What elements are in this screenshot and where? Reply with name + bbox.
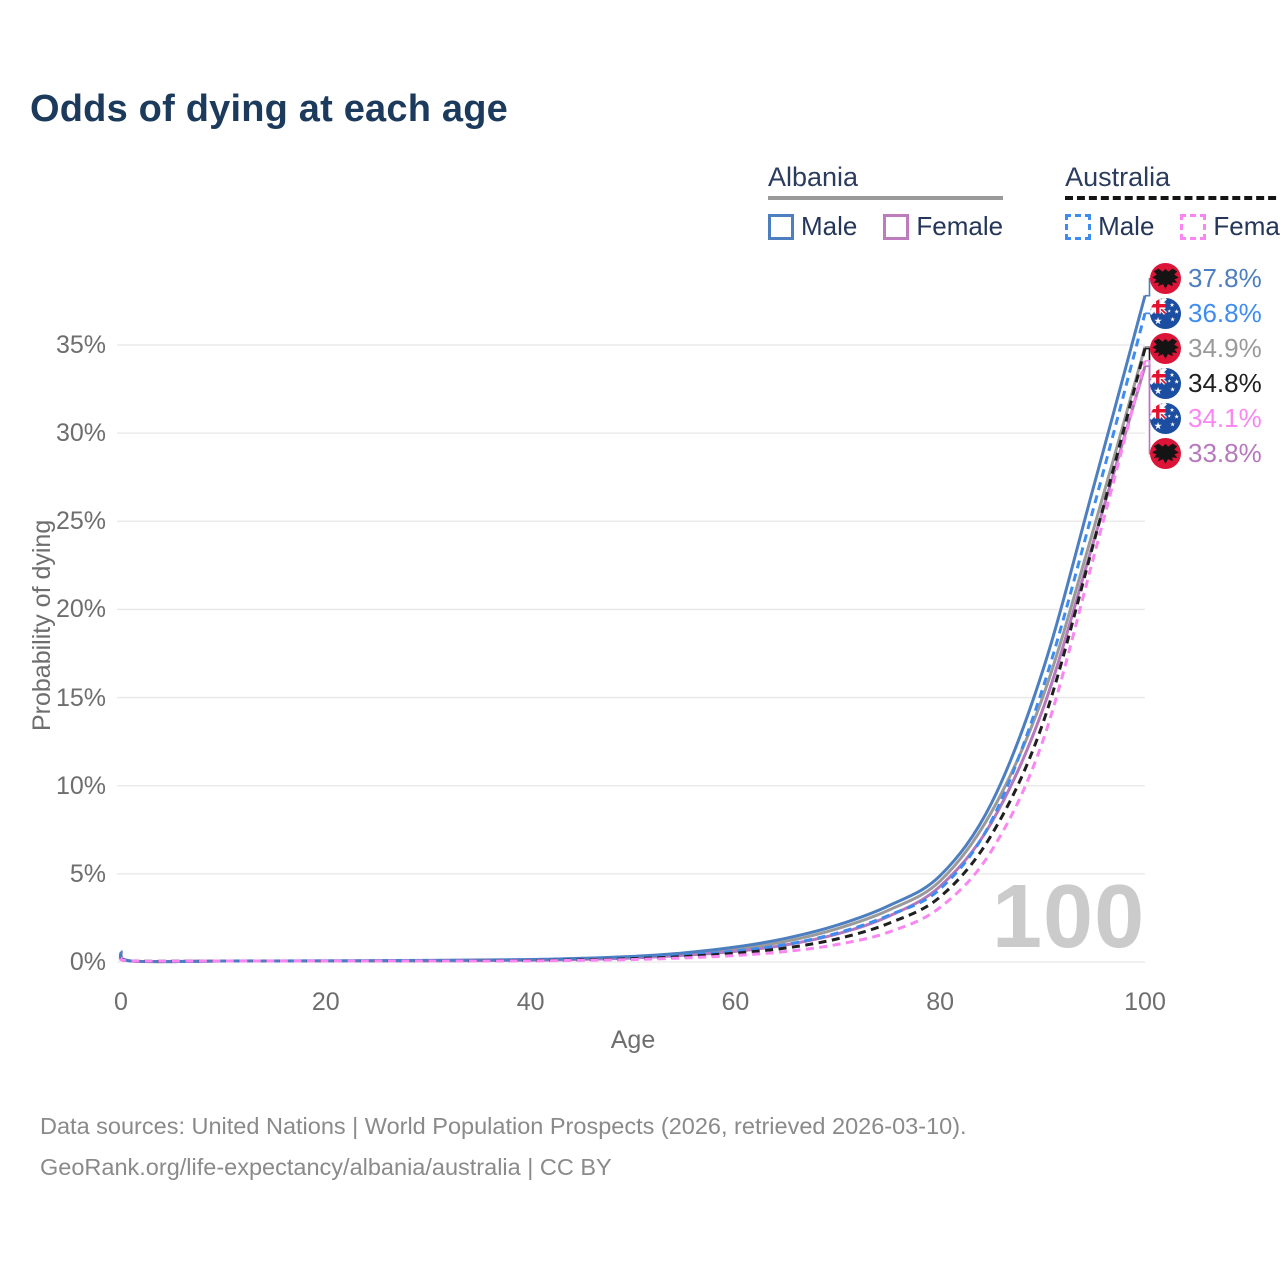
end-label-albania-male: 37.8% xyxy=(1150,263,1262,295)
series-line-albania-male xyxy=(118,295,1147,964)
albania-female-swatch xyxy=(883,213,910,240)
end-label-value: 36.8% xyxy=(1188,298,1262,329)
footer-attribution-link[interactable]: GeoRank.org/life-expectancy/albania/aust… xyxy=(40,1153,612,1180)
end-label-australia-female: 34.1% xyxy=(1150,403,1262,435)
australia-female-swatch xyxy=(1180,213,1207,240)
legend-country-australia: Australia xyxy=(1065,162,1171,192)
legend-item-albania-female[interactable]: Female xyxy=(883,211,1003,242)
legend-item-australia-male[interactable]: Male xyxy=(1065,211,1154,242)
end-label-albania-female: 33.8% xyxy=(1150,438,1262,470)
end-label-value: 34.9% xyxy=(1188,333,1262,364)
legend-country-albania: Albania xyxy=(768,162,859,192)
legend-label-albania-male: Male xyxy=(801,211,858,241)
end-label-value: 34.8% xyxy=(1188,368,1262,399)
legend-group-albania: Albania Male Female xyxy=(768,162,1004,242)
albania-flag-icon xyxy=(1150,438,1181,470)
gridlines xyxy=(117,344,1145,963)
footer: Data sources: United Nations | World Pop… xyxy=(40,1106,967,1188)
x-axis-title: Age xyxy=(610,1026,656,1054)
x-tick-label: 80 xyxy=(926,988,955,1016)
y-tick-label: 30% xyxy=(55,419,106,448)
x-tick-label: 0 xyxy=(114,988,128,1016)
legend-item-australia-female[interactable]: Female xyxy=(1180,211,1280,242)
x-tick-label: 60 xyxy=(721,988,750,1016)
y-tick-label: 35% xyxy=(55,330,106,359)
age-counter-watermark: 100 xyxy=(992,867,1146,967)
y-tick-label: 0% xyxy=(69,948,106,976)
y-tick-label: 10% xyxy=(55,771,106,800)
footer-data-sources: Data sources: United Nations | World Pop… xyxy=(40,1113,967,1139)
legend-item-albania-male[interactable]: Male xyxy=(768,211,857,242)
series-lines xyxy=(118,295,1147,964)
y-tick-label: 25% xyxy=(55,507,106,536)
end-label-australia-male: 36.8% xyxy=(1150,298,1262,330)
end-label-albania-both: 34.9% xyxy=(1150,333,1262,365)
end-label-value: 37.8% xyxy=(1188,263,1262,294)
australia-linestyle-swatch xyxy=(1065,196,1280,200)
legend: Albania Male Female Australia Male Femal… xyxy=(768,162,1280,242)
y-tick-label: 20% xyxy=(55,595,106,624)
albania-flag-icon xyxy=(1150,263,1181,295)
australia-male-swatch xyxy=(1065,213,1092,240)
x-tick-label: 100 xyxy=(1124,988,1166,1016)
series-line-australia-male xyxy=(118,312,1147,963)
x-tick-label: 40 xyxy=(516,988,545,1016)
australia-flag-icon xyxy=(1150,403,1181,435)
y-axis-title: Probability of dying xyxy=(28,519,56,731)
y-tick-label: 5% xyxy=(69,859,106,888)
series-line-australia-both xyxy=(118,348,1147,963)
end-label-australia-both: 34.8% xyxy=(1150,368,1262,400)
legend-label-australia-male: Male xyxy=(1098,211,1155,241)
end-label-value: 34.1% xyxy=(1188,403,1262,434)
australia-flag-icon xyxy=(1150,368,1181,400)
albania-linestyle-swatch xyxy=(768,196,1004,200)
albania-flag-icon xyxy=(1150,333,1181,365)
x-tick-label: 20 xyxy=(311,988,340,1016)
australia-flag-icon xyxy=(1150,298,1181,330)
legend-group-australia: Australia Male Female xyxy=(1065,162,1280,242)
albania-male-swatch xyxy=(768,213,794,240)
page-title: Odds of dying at each age xyxy=(30,88,508,130)
y-tick-label: 15% xyxy=(55,683,106,712)
legend-label-albania-female: Female xyxy=(916,211,1004,241)
legend-label-australia-female: Female xyxy=(1213,211,1280,241)
series-line-australia-female xyxy=(118,360,1147,963)
end-label-value: 33.8% xyxy=(1188,438,1262,469)
